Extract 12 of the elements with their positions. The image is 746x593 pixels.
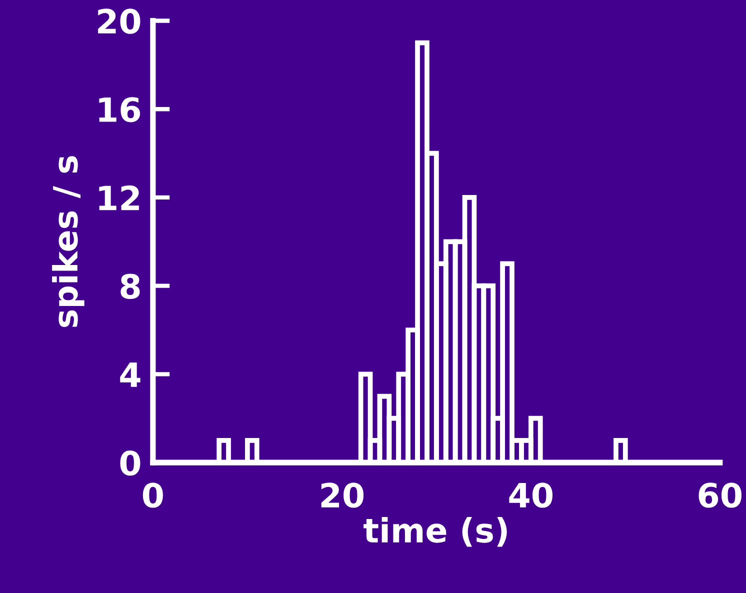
x-tick-label: 20 (321, 482, 364, 508)
y-tick-label: 12 (99, 185, 139, 210)
x-tick-label: 40 (509, 482, 553, 508)
y-tick-label: 16 (99, 97, 140, 122)
y-tick-label: 4 (120, 362, 140, 387)
y-tick-label: 20 (98, 8, 140, 34)
y-tick-label: 0 (120, 450, 140, 476)
x-tick-label: 0 (142, 482, 163, 508)
x-tick-label: 60 (698, 482, 742, 508)
y-axis-title: spikes / s (52, 156, 84, 327)
x-axis-title: time (s) (364, 517, 507, 547)
y-tick-label: 8 (120, 274, 140, 299)
